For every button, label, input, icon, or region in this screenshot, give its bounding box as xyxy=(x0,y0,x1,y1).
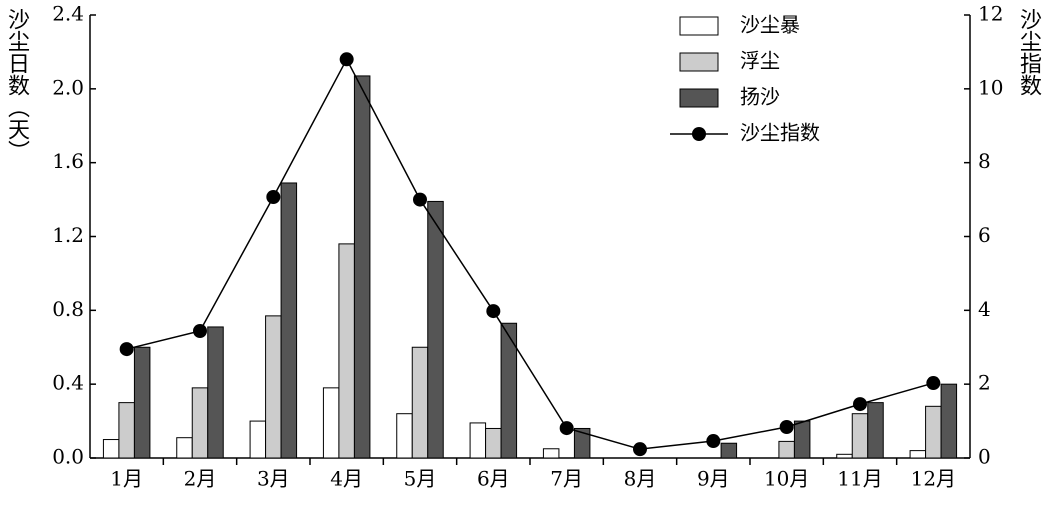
y2-tick-label: 6 xyxy=(978,223,991,247)
bar xyxy=(427,200,444,459)
bar xyxy=(836,453,853,459)
bar xyxy=(542,448,560,459)
bar xyxy=(396,413,413,459)
x-tick-label: 10月 xyxy=(764,467,809,491)
bar xyxy=(500,322,518,459)
point xyxy=(413,192,427,207)
point xyxy=(853,397,867,412)
x-tick-label: 4月 xyxy=(330,467,363,491)
y-tick-label: 0.0 xyxy=(52,445,84,469)
x-tick-label: 3月 xyxy=(257,467,290,491)
x-tick-label: 6月 xyxy=(477,467,510,491)
y2-axis-label: 沙尘指数 xyxy=(1016,8,1042,96)
y-tick-label: 0.4 xyxy=(52,371,84,395)
x-tick-label: 12月 xyxy=(911,467,956,491)
point xyxy=(486,304,501,319)
line xyxy=(126,57,934,450)
y-tick-label: 2.4 xyxy=(52,2,84,26)
bar xyxy=(338,243,355,459)
bar xyxy=(851,413,869,459)
bar xyxy=(353,75,371,459)
y-tick-label: 0.8 xyxy=(52,297,84,321)
bar xyxy=(573,427,591,459)
bar xyxy=(778,440,795,459)
bar xyxy=(940,383,958,459)
y2-tick-label: 10 xyxy=(978,75,1003,99)
y2-tick-label: 2 xyxy=(978,371,991,395)
x-tick-label: 8月 xyxy=(624,467,657,491)
legend-swatch xyxy=(679,88,719,108)
bar xyxy=(280,182,298,459)
x-tick-label: 7月 xyxy=(550,467,583,491)
bar xyxy=(909,450,927,459)
point xyxy=(779,419,794,434)
bar xyxy=(249,420,267,459)
bar xyxy=(793,420,811,459)
bar xyxy=(102,439,120,459)
bar xyxy=(485,427,502,459)
y2-tick-label: 8 xyxy=(978,149,991,173)
point xyxy=(266,189,281,204)
point xyxy=(706,434,721,449)
bar xyxy=(925,405,942,459)
bar xyxy=(411,346,429,459)
legend-swatch xyxy=(679,52,719,72)
point xyxy=(193,324,207,339)
y2-tick-label: 0 xyxy=(978,445,991,469)
y2-tick-label: 4 xyxy=(978,297,991,321)
point xyxy=(633,442,647,457)
legend-label: 浮尘 xyxy=(740,49,780,73)
y-tick-label: 1.6 xyxy=(52,149,84,173)
bar xyxy=(118,402,135,459)
legend-label: 扬沙 xyxy=(740,85,780,109)
point xyxy=(119,342,134,357)
x-tick-label: 5月 xyxy=(404,467,437,491)
bar xyxy=(191,387,209,459)
bar xyxy=(176,437,193,459)
y-tick-label: 2.0 xyxy=(52,75,84,99)
y2-tick-label: 12 xyxy=(978,2,1003,26)
y-tick-label: 1.2 xyxy=(52,223,84,247)
x-tick-label: 9月 xyxy=(697,467,730,491)
point xyxy=(926,376,941,391)
x-tick-label: 11月 xyxy=(837,467,882,491)
bar xyxy=(469,422,487,459)
point xyxy=(339,52,354,67)
bar xyxy=(720,442,738,459)
bar xyxy=(867,402,884,459)
point xyxy=(559,421,574,436)
x-tick-label: 2月 xyxy=(184,467,217,491)
x-tick-label: 1月 xyxy=(110,467,143,491)
legend-label: 沙尘暴 xyxy=(740,13,800,37)
bar xyxy=(207,326,224,459)
bar xyxy=(322,387,340,459)
bar xyxy=(265,315,282,459)
legend-swatch xyxy=(679,16,719,36)
bar xyxy=(133,346,151,459)
legend-label: 沙尘指数 xyxy=(740,121,820,145)
legend-marker xyxy=(692,127,706,141)
y-axis-label: 沙尘日数（天） xyxy=(4,8,30,162)
